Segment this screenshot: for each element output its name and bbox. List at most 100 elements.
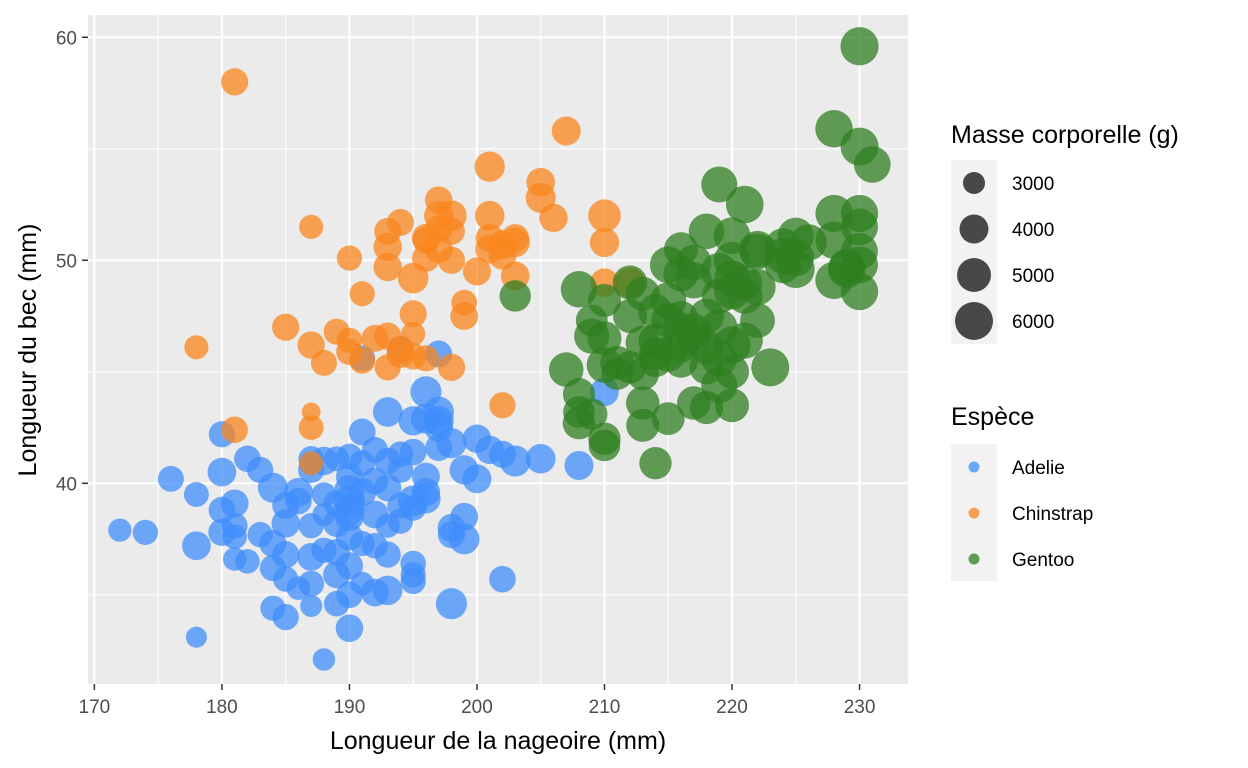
y-axis: 40 50 60 [56, 28, 88, 495]
data-point [349, 347, 376, 374]
data-point [499, 280, 531, 312]
color-legend-key [968, 553, 980, 565]
data-point [310, 349, 337, 376]
data-point [336, 245, 363, 271]
data-point [725, 185, 764, 224]
size-legend-label: 4000 [1012, 220, 1054, 241]
data-point [525, 443, 556, 474]
data-point [221, 68, 249, 96]
data-point [399, 300, 427, 328]
data-point [182, 531, 211, 561]
data-point [220, 489, 249, 518]
data-point [626, 408, 660, 442]
data-point [437, 217, 465, 245]
y-tick-label: 50 [56, 251, 77, 272]
size-legend-label: 6000 [1012, 312, 1054, 333]
data-point [740, 303, 775, 338]
data-point [272, 541, 300, 569]
color-legend-label: Chinstrap [1012, 504, 1093, 525]
color-legend: Espèce Adelie Chinstrap Gentoo [951, 403, 1093, 581]
data-point [349, 281, 375, 307]
size-legend-label: 5000 [1012, 266, 1054, 287]
data-point [299, 214, 324, 239]
data-point [499, 445, 531, 477]
data-point [639, 447, 672, 480]
data-point [474, 151, 505, 182]
data-point [412, 345, 440, 372]
data-point [411, 484, 441, 514]
series-gentoo [499, 27, 891, 480]
data-point [751, 348, 790, 387]
data-point [462, 257, 492, 286]
x-tick-label: 220 [716, 697, 748, 718]
y-axis-title: Longueur du bec (mm) [14, 224, 42, 477]
data-point [207, 457, 237, 487]
data-point [373, 252, 402, 282]
data-point [715, 388, 749, 423]
x-tick-label: 230 [844, 697, 876, 718]
data-point [435, 588, 468, 620]
data-point [841, 246, 878, 284]
y-tick-label: 60 [56, 28, 77, 49]
data-points [108, 27, 891, 671]
data-point [587, 283, 622, 317]
data-point [437, 353, 466, 382]
data-point [399, 438, 427, 466]
size-legend-key [957, 258, 991, 292]
data-point [401, 321, 426, 346]
data-point [373, 232, 402, 262]
x-tick-label: 180 [206, 697, 238, 718]
data-point [285, 487, 312, 515]
data-point [489, 392, 516, 419]
data-point [372, 575, 403, 606]
data-point [300, 594, 323, 617]
data-point [312, 648, 336, 671]
x-tick-label: 190 [334, 697, 366, 718]
data-point [335, 614, 364, 643]
data-point [500, 227, 530, 258]
data-point [272, 313, 300, 341]
color-legend-key [968, 507, 980, 519]
data-point [272, 603, 299, 631]
data-point [551, 116, 581, 146]
data-point [221, 416, 248, 444]
data-point [701, 166, 738, 203]
data-point [437, 246, 466, 274]
data-point [271, 509, 300, 538]
size-legend-key [959, 214, 989, 244]
data-point [183, 482, 209, 507]
data-point [157, 465, 184, 492]
size-legend-key [962, 171, 986, 195]
x-axis-title: Longueur de la nageoire (mm) [330, 727, 666, 755]
data-point [589, 227, 620, 258]
data-point [298, 415, 324, 440]
data-point [462, 464, 492, 494]
data-point [132, 519, 159, 545]
data-point [539, 203, 568, 233]
data-point [651, 402, 685, 436]
data-point [436, 428, 467, 459]
data-point [423, 405, 454, 436]
series-chinstrap [184, 68, 645, 476]
data-point [489, 565, 516, 593]
color-legend-label: Adelie [1012, 458, 1065, 479]
size-legend-key [955, 302, 993, 340]
data-point [184, 335, 209, 360]
data-point [715, 354, 749, 389]
data-point [450, 502, 479, 531]
data-point [474, 200, 505, 231]
data-point [450, 302, 479, 330]
data-point [235, 549, 260, 574]
x-tick-label: 170 [79, 697, 111, 718]
data-point [222, 524, 247, 550]
x-tick-label: 200 [461, 697, 493, 718]
data-point [185, 626, 207, 648]
data-point [372, 397, 403, 427]
data-point [576, 398, 608, 430]
data-point [840, 272, 879, 311]
x-tick-label: 210 [589, 697, 621, 718]
y-tick-label: 40 [56, 474, 77, 495]
data-point [335, 502, 364, 532]
data-point [400, 562, 426, 588]
